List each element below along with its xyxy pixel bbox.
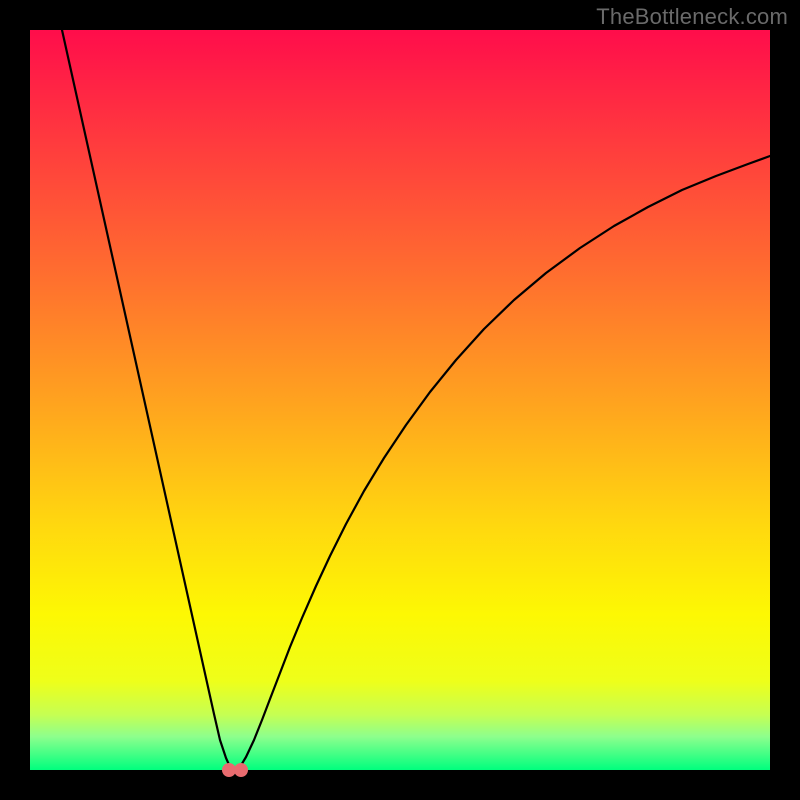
attribution-text: TheBottleneck.com (596, 4, 788, 30)
chart-background (30, 30, 770, 770)
bottleneck-curve (30, 30, 770, 770)
minimum-marker-1 (234, 763, 248, 777)
curve-path (62, 30, 770, 770)
